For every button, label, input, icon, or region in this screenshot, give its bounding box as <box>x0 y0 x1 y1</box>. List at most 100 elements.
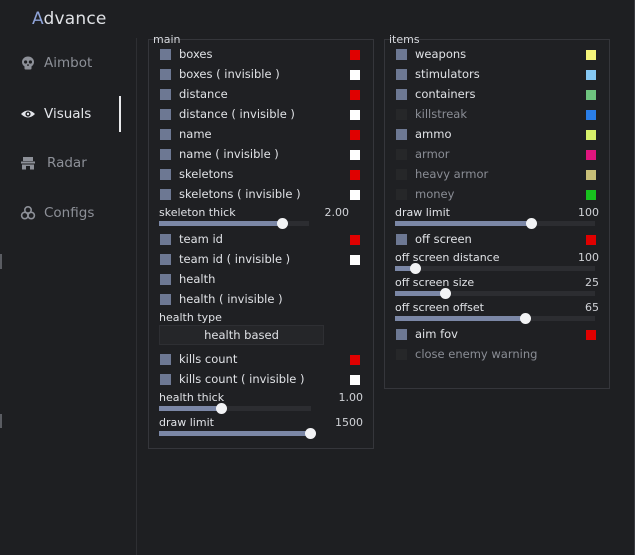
toggle-ammo[interactable]: ammo <box>396 125 601 145</box>
checkbox[interactable] <box>396 234 407 245</box>
panel-title: main <box>153 33 181 46</box>
toggle-close-enemy-warning[interactable]: close enemy warning <box>396 345 601 365</box>
toggle-aim-fov[interactable]: aim fov <box>396 325 601 345</box>
checkbox[interactable] <box>160 274 171 285</box>
checkbox[interactable] <box>396 169 407 180</box>
color-swatch[interactable] <box>350 235 360 245</box>
slider-fill <box>159 431 310 436</box>
color-swatch[interactable] <box>350 130 360 140</box>
health-type-select[interactable]: health based <box>159 325 324 345</box>
checkbox[interactable] <box>160 254 171 265</box>
sidebar-item-visuals[interactable]: Visuals <box>0 94 137 134</box>
toggle-label: containers <box>415 87 476 101</box>
slider-fill <box>395 221 531 226</box>
checkbox[interactable] <box>396 129 407 140</box>
toggle-kills-count-invisible[interactable]: kills count ( invisible ) <box>160 370 365 390</box>
toggle-health-invisible[interactable]: health ( invisible ) <box>160 290 365 310</box>
checkbox[interactable] <box>160 129 171 140</box>
checkbox[interactable] <box>396 49 407 60</box>
toggle-money[interactable]: money <box>396 185 601 205</box>
checkbox[interactable] <box>160 294 171 305</box>
color-swatch[interactable] <box>350 375 360 385</box>
draw-limit-slider[interactable] <box>159 428 316 439</box>
off-screen-size-slider[interactable] <box>395 288 595 299</box>
toggle-health[interactable]: health <box>160 270 365 290</box>
checkbox[interactable] <box>396 189 407 200</box>
slider-knob[interactable] <box>520 313 531 324</box>
checkbox[interactable] <box>160 169 171 180</box>
toggle-label: close enemy warning <box>415 347 538 361</box>
color-swatch[interactable] <box>586 330 596 340</box>
color-swatch[interactable] <box>350 50 360 60</box>
color-swatch[interactable] <box>350 110 360 120</box>
toggle-skeletons[interactable]: skeletons <box>160 165 365 185</box>
checkbox[interactable] <box>396 349 407 360</box>
color-swatch[interactable] <box>586 150 596 160</box>
toggle-name-invisible[interactable]: name ( invisible ) <box>160 145 365 165</box>
toggle-team-id[interactable]: team id <box>160 230 365 250</box>
color-swatch[interactable] <box>586 170 596 180</box>
color-swatch[interactable] <box>350 255 360 265</box>
slider-knob[interactable] <box>526 218 537 229</box>
checkbox[interactable] <box>160 149 171 160</box>
color-swatch[interactable] <box>350 90 360 100</box>
slider-knob[interactable] <box>440 288 451 299</box>
toggle-weapons[interactable]: weapons <box>396 45 601 65</box>
toggle-boxes-invisible[interactable]: boxes ( invisible ) <box>160 65 365 85</box>
checkbox[interactable] <box>160 69 171 80</box>
color-swatch[interactable] <box>350 170 360 180</box>
checkbox[interactable] <box>160 49 171 60</box>
checkbox[interactable] <box>396 69 407 80</box>
toggle-distance[interactable]: distance <box>160 85 365 105</box>
toggle-stimulators[interactable]: stimulators <box>396 65 601 85</box>
items-draw-limit-slider[interactable] <box>395 218 595 229</box>
toggle-off-screen[interactable]: off screen <box>396 230 601 250</box>
color-swatch[interactable] <box>350 150 360 160</box>
off-screen-distance-slider[interactable] <box>395 263 595 274</box>
checkbox[interactable] <box>160 234 171 245</box>
color-swatch[interactable] <box>586 70 596 80</box>
color-swatch[interactable] <box>350 190 360 200</box>
color-swatch[interactable] <box>586 190 596 200</box>
health-thick-slider[interactable] <box>159 403 311 414</box>
slider-knob[interactable] <box>410 263 421 274</box>
checkbox[interactable] <box>160 354 171 365</box>
checkbox[interactable] <box>160 374 171 385</box>
color-swatch[interactable] <box>586 130 596 140</box>
color-swatch[interactable] <box>586 50 596 60</box>
toggle-armor[interactable]: armor <box>396 145 601 165</box>
checkbox[interactable] <box>160 189 171 200</box>
checkbox[interactable] <box>396 149 407 160</box>
checkbox[interactable] <box>396 89 407 100</box>
toggle-name[interactable]: name <box>160 125 365 145</box>
toggle-label: health ( invisible ) <box>179 292 283 306</box>
toggle-containers[interactable]: containers <box>396 85 601 105</box>
toggle-boxes[interactable]: boxes <box>160 45 365 65</box>
sidebar-item-radar[interactable]: Radar <box>0 143 137 183</box>
checkbox[interactable] <box>160 89 171 100</box>
toggle-killstreak[interactable]: killstreak <box>396 105 601 125</box>
color-swatch[interactable] <box>586 90 596 100</box>
sidebar-item-configs[interactable]: Configs <box>0 193 137 233</box>
slider-knob[interactable] <box>305 428 316 439</box>
toggle-skeletons-invisible[interactable]: skeletons ( invisible ) <box>160 185 365 205</box>
skeleton-thick-slider[interactable] <box>159 218 309 229</box>
toggle-distance-invisible[interactable]: distance ( invisible ) <box>160 105 365 125</box>
toggle-heavy-armor[interactable]: heavy armor <box>396 165 601 185</box>
sidebar-item-aimbot[interactable]: Aimbot <box>0 43 137 83</box>
off-screen-offset-slider[interactable] <box>395 313 595 324</box>
color-swatch[interactable] <box>586 235 596 245</box>
checkbox[interactable] <box>396 329 407 340</box>
checkbox[interactable] <box>396 109 407 120</box>
toggle-label: ammo <box>415 127 452 141</box>
slider-label: draw limit <box>395 206 450 219</box>
slider-knob[interactable] <box>277 218 288 229</box>
color-swatch[interactable] <box>586 110 596 120</box>
toggle-kills-count[interactable]: kills count <box>160 350 365 370</box>
toggle-team-id-invisible[interactable]: team id ( invisible ) <box>160 250 365 270</box>
color-swatch[interactable] <box>350 70 360 80</box>
color-swatch[interactable] <box>350 355 360 365</box>
slider-knob[interactable] <box>216 403 227 414</box>
checkbox[interactable] <box>160 109 171 120</box>
biohazard-icon <box>20 205 36 220</box>
